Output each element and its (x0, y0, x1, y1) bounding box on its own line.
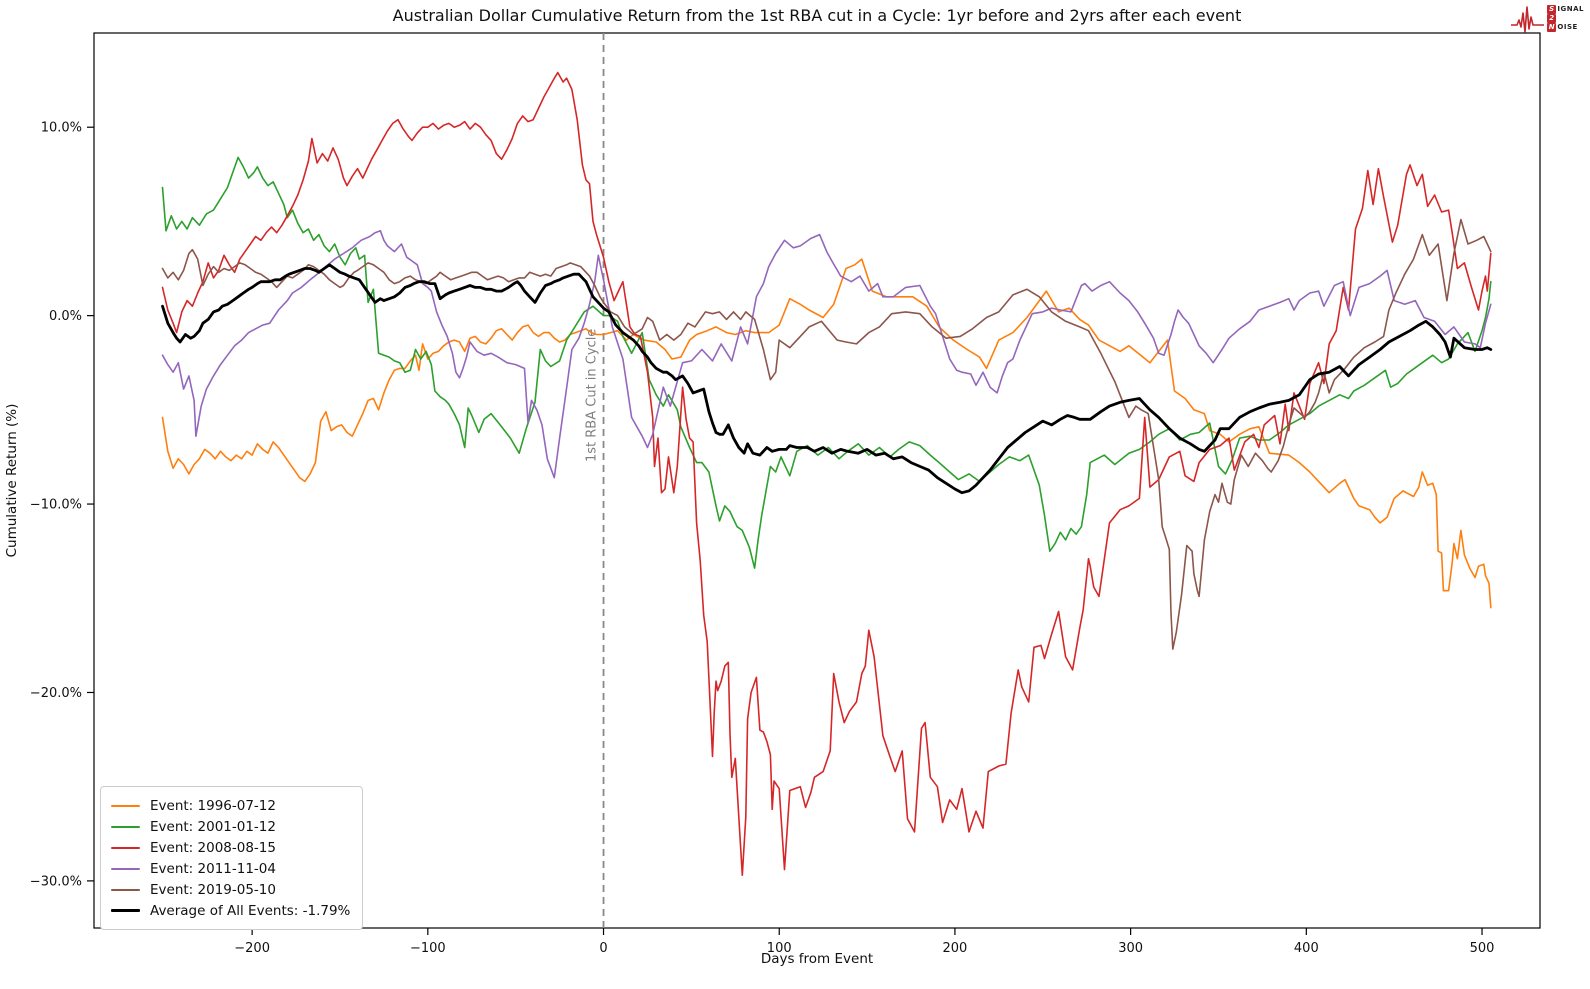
series-line-event-2008-08-15 (161, 71, 1492, 877)
legend-item: Event: 2019-05-10 (111, 879, 350, 900)
logo-badge-n: N (1547, 22, 1557, 32)
legend-item: Event: 2011-11-04 (111, 858, 350, 879)
legend-label: Average of All Events: -1.79% (150, 902, 351, 919)
legend-line-swatch (111, 867, 140, 870)
x-tick-label: 500 (1470, 941, 1495, 956)
legend-line-swatch (111, 846, 140, 849)
event-line-label: 1st RBA Cut in Cycle (585, 329, 600, 462)
y-tick-label: 0.0% (49, 309, 82, 324)
series-line-event-1996-07-12 (161, 258, 1492, 609)
logo-badge-2: 2 (1547, 13, 1557, 23)
legend-line-swatch (111, 909, 140, 912)
logo-row-noise: N OISE (1547, 22, 1584, 32)
y-tick-label: −10.0% (30, 498, 82, 513)
legend-label: Event: 1996-07-12 (150, 797, 276, 814)
legend-item: Event: 2008-08-15 (111, 837, 350, 858)
ecg-waveform-icon (1511, 6, 1545, 33)
legend-item: Event: 2001-01-12 (111, 816, 350, 837)
legend-line-swatch (111, 888, 140, 891)
series-line-event-2001-01-12 (161, 156, 1492, 569)
series-line-average-of-all-events-1-79- (161, 263, 1493, 495)
legend-label: Event: 2008-08-15 (150, 839, 276, 856)
legend-label: Event: 2019-05-10 (150, 881, 276, 898)
y-tick-label: −20.0% (30, 686, 82, 701)
legend-label: Event: 2001-01-12 (150, 818, 276, 835)
chart-title: Australian Dollar Cumulative Return from… (392, 6, 1242, 25)
y-tick-label: −30.0% (30, 874, 82, 889)
chart-legend: Event: 1996-07-12 Event: 2001-01-12 Event:… (100, 786, 364, 930)
series-line-event-2011-11-04 (161, 230, 1492, 479)
x-tick-label: −100 (410, 941, 446, 956)
legend-line-swatch (111, 804, 140, 807)
legend-item: Event: 1996-07-12 (111, 795, 350, 816)
series-line-event-2019-05-10 (161, 218, 1492, 650)
x-tick-label: 200 (943, 941, 968, 956)
x-axis-label: Days from Event (761, 951, 873, 967)
logo-badge-s: S (1547, 4, 1557, 14)
x-tick-label: 300 (1118, 941, 1143, 956)
x-tick-label: 100 (767, 941, 792, 956)
logo-text-ignal: IGNAL (1557, 4, 1584, 13)
x-tick-label: 400 (1294, 941, 1319, 956)
legend-line-swatch (111, 825, 140, 828)
legend-item: Average of All Events: -1.79% (111, 900, 350, 921)
x-tick-label: −200 (234, 941, 270, 956)
logo-text-oise: OISE (1557, 22, 1578, 31)
logo-row-two: 2 (1547, 13, 1584, 23)
signal2noise-logo: S IGNAL 2 N OISE (1511, 3, 1584, 33)
legend-label: Event: 2011-11-04 (150, 860, 276, 877)
y-tick-label: 10.0% (41, 121, 82, 136)
logo-wordmark: S IGNAL 2 N OISE (1547, 4, 1584, 32)
plot-frame (93, 32, 1541, 929)
x-tick-label: 0 (599, 941, 607, 956)
y-axis-label: Cumulative Return (%) (4, 404, 20, 558)
logo-row-signal: S IGNAL (1547, 4, 1584, 14)
